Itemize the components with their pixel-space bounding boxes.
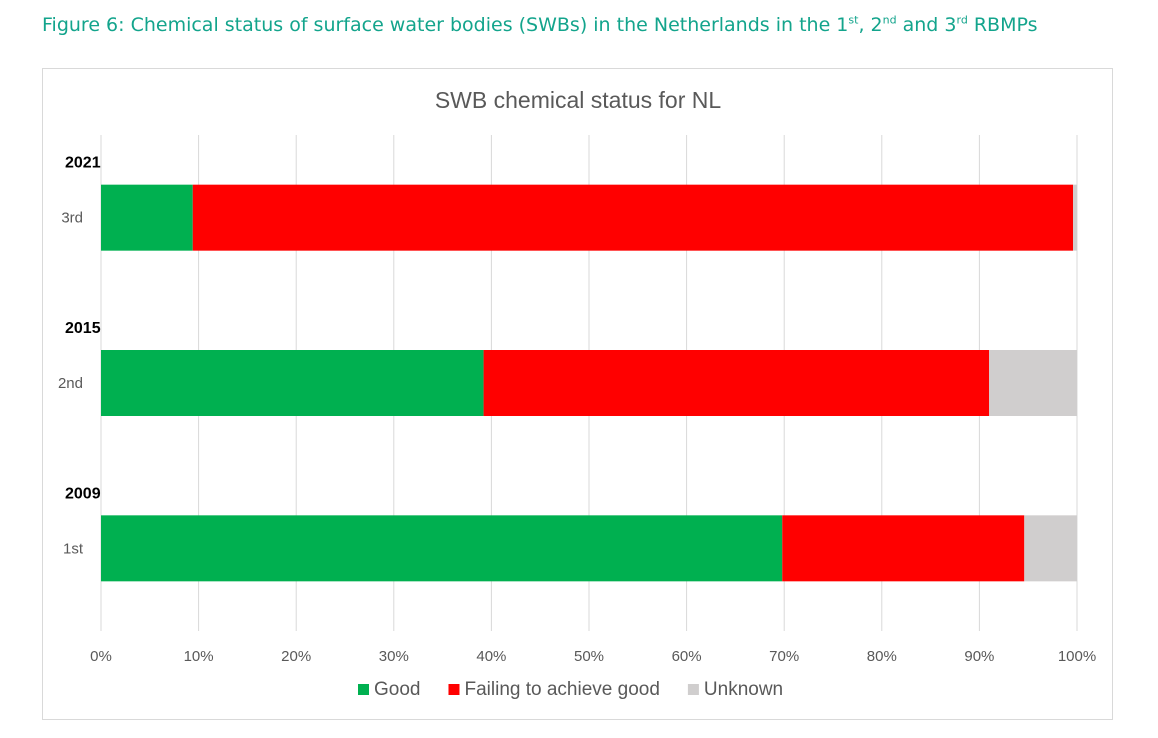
bar-segment <box>483 350 990 416</box>
x-tick-label: 20% <box>281 648 311 665</box>
category-label: 2nd <box>58 375 83 392</box>
category-label: 1st <box>63 540 84 557</box>
bar-segment <box>989 350 1077 416</box>
legend-swatch <box>687 684 699 695</box>
bar-segment <box>1073 184 1077 251</box>
legend-label: Good <box>374 679 420 700</box>
x-tick-label: 0% <box>90 648 112 665</box>
legend-label: Failing to achieve good <box>464 679 659 700</box>
x-tick-label: 30% <box>379 648 409 665</box>
bar-segment <box>101 515 783 582</box>
bar-segment <box>192 184 1074 251</box>
x-tick-label: 40% <box>476 648 506 665</box>
x-tick-label: 60% <box>672 648 702 665</box>
bar-segment <box>782 515 1025 582</box>
legend-swatch <box>448 684 460 695</box>
bar-segment <box>1024 515 1077 582</box>
chart-frame: SWB chemical status for NL 3rd 2021 2nd 201… <box>42 68 1113 720</box>
x-tick-label: 80% <box>867 648 897 665</box>
legend: Good Failing to achieve good Unknown <box>358 679 783 700</box>
legend-swatch <box>358 684 369 695</box>
bars <box>101 184 1077 582</box>
x-axis-ticks: 0% 10% 20% 30% 40% 50% 60% 70% 80% 90% 100% <box>90 648 1096 665</box>
x-tick-label: 50% <box>574 648 604 665</box>
year-label: 2021 <box>65 155 101 172</box>
year-label: 2015 <box>65 320 101 337</box>
chart-title: SWB chemical status for NL <box>435 87 722 113</box>
stacked-bar-chart: SWB chemical status for NL 3rd 2021 2nd 201… <box>58 87 1096 700</box>
year-label: 2009 <box>65 485 101 502</box>
x-tick-label: 70% <box>769 648 799 665</box>
x-tick-label: 100% <box>1058 648 1096 665</box>
bar-segment <box>101 184 193 251</box>
x-tick-label: 10% <box>184 648 214 665</box>
bar-segment <box>101 350 484 416</box>
x-tick-label: 90% <box>964 648 994 665</box>
figure-caption: Figure 6: Chemical status of surface wat… <box>42 13 1038 36</box>
legend-label: Unknown <box>704 679 783 700</box>
category-label: 3rd <box>61 210 83 227</box>
category-labels: 3rd 2021 2nd 2015 1st 2009 <box>58 155 101 558</box>
